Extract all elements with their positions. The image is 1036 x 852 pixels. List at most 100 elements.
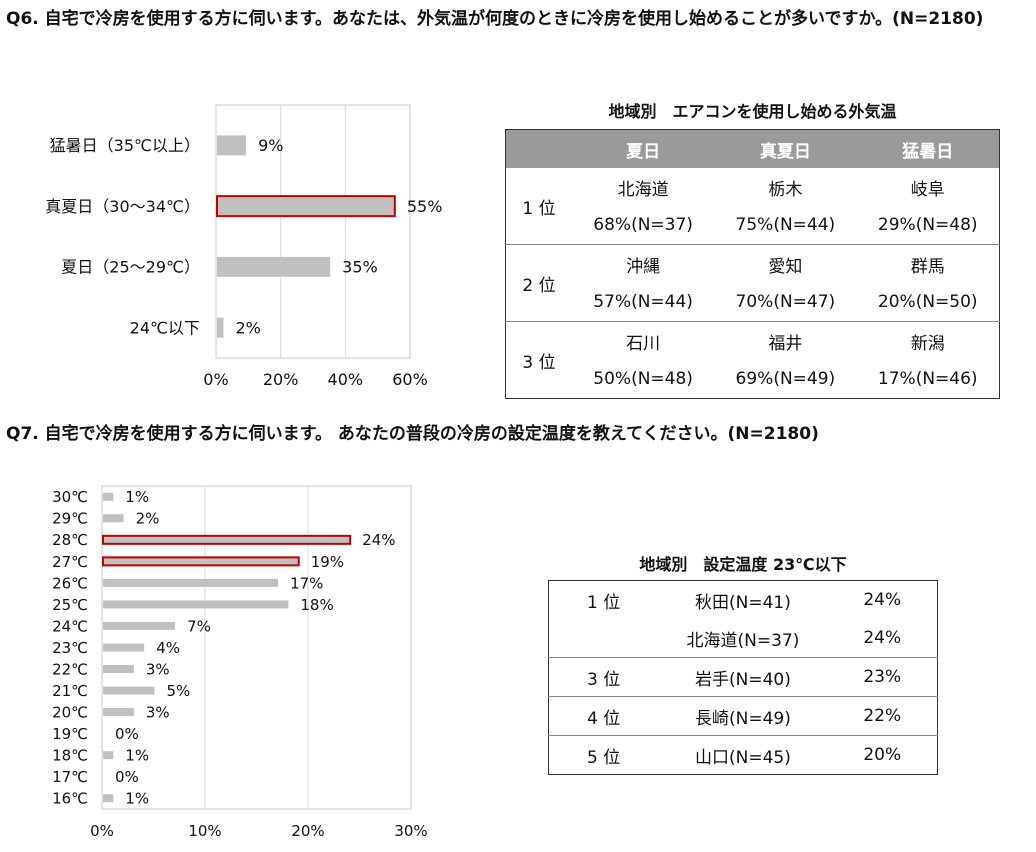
region-name: 秋田(N=41) — [694, 592, 791, 613]
bar — [103, 492, 114, 501]
data-label: 2% — [136, 510, 160, 528]
bar — [103, 621, 176, 630]
q6-region-table: 夏日 真夏日 猛暑日 1 位 北海道 栃木 岐阜 68%(N=37) 75%(N… — [505, 129, 1000, 399]
data-label: 7% — [187, 617, 211, 635]
category-label: 21℃ — [52, 682, 88, 700]
category-label: 20℃ — [52, 704, 88, 722]
bar — [217, 256, 331, 277]
data-label: 3% — [146, 704, 170, 722]
x-tick-label: 60% — [392, 370, 428, 389]
category-label: 24℃ — [52, 617, 88, 635]
q6-header-blank — [505, 129, 572, 168]
q6-header-natsubi: 夏日 — [572, 129, 715, 168]
data-label: 1% — [125, 747, 149, 765]
region-name: 福井 — [714, 321, 857, 360]
table-row: 1 位 北海道 栃木 岐阜 — [506, 168, 1000, 219]
bar — [103, 708, 134, 717]
region-value: 69%(N=49) — [735, 369, 836, 389]
data-label: 0% — [115, 768, 139, 786]
rank-cell — [549, 619, 659, 658]
table-row: 北海道(N=37) 24% — [549, 619, 938, 658]
q7-table-title: 地域別 設定温度 23℃以下 — [639, 555, 847, 574]
q6-header-manatsubi: 真夏日 — [714, 129, 857, 168]
q6-table-title: 地域別 エアコンを使用し始める外気温 — [608, 102, 897, 121]
region-name: 群馬 — [856, 244, 1000, 283]
category-label: 25℃ — [52, 596, 88, 614]
table-row: 3 位 石川 福井 新潟 — [505, 321, 1000, 399]
region-name: 北海道 — [617, 179, 669, 200]
bar — [217, 135, 247, 156]
region-value: 22% — [827, 696, 938, 736]
region-name: 山口(N=45) — [658, 735, 828, 775]
data-label: 24% — [362, 531, 395, 549]
x-tick-label: 10% — [188, 822, 221, 840]
rank-cell: 1 位 — [587, 592, 621, 613]
data-label: 1% — [125, 790, 149, 808]
x-tick-label: 20% — [263, 370, 299, 389]
data-label: 2% — [235, 318, 260, 337]
category-label: 28℃ — [52, 531, 88, 549]
rank-cell: 2 位 — [505, 244, 572, 322]
region-value: 23% — [827, 657, 938, 697]
data-label: 3% — [146, 660, 170, 678]
region-value: 57%(N=44) — [593, 292, 693, 312]
category-label: 26℃ — [52, 574, 88, 592]
region-value: 70%(N=47) — [735, 292, 836, 312]
table-row: 4 位 長崎(N=49) 22% — [548, 696, 938, 736]
category-label: 16℃ — [52, 790, 88, 808]
category-label: 18℃ — [52, 747, 88, 765]
data-label: 9% — [258, 136, 283, 155]
region-name: 新潟 — [856, 321, 1000, 360]
plot-area — [101, 485, 412, 810]
bar — [103, 751, 114, 760]
bar — [103, 643, 145, 652]
table-row: 1 位 秋田(N=41) 24% — [549, 581, 938, 620]
x-tick-label: 30% — [394, 822, 427, 840]
region-name: 岐阜 — [910, 179, 945, 200]
table-row: 5 位 山口(N=45) 20% — [548, 735, 938, 775]
q6-question-title: Q6. 自宅で冷房を使用する方に伺います。あなたは、外気温が何度のときに冷房を使… — [6, 9, 984, 29]
region-name: 石川 — [572, 321, 715, 360]
data-label: 35% — [342, 258, 378, 277]
q7-bar-chart: 0% 10% 20% 30% 30℃ 1% 29℃ 2% 28℃ 24% 27℃ 19% 26℃ 17% 2… — [52, 485, 428, 840]
plot-area — [215, 104, 411, 359]
region-name: 岩手(N=40) — [658, 657, 828, 697]
table-row: 50%(N=48) 69%(N=49) 17%(N=46) — [506, 360, 1000, 399]
region-name: 愛知 — [714, 244, 857, 283]
table-row: 68%(N=37) 75%(N=44) 29%(N=48) — [506, 206, 1000, 245]
data-label: 17% — [290, 574, 323, 592]
rank-cell: 3 位 — [548, 657, 659, 697]
rank-cell: 5 位 — [548, 735, 659, 775]
rank-cell: 4 位 — [548, 696, 659, 736]
data-label: 4% — [156, 639, 180, 657]
x-tick-label: 0% — [90, 822, 114, 840]
category-label: 29℃ — [52, 510, 88, 528]
bar — [102, 534, 352, 545]
bar — [216, 195, 396, 218]
region-value: 68%(N=37) — [593, 215, 693, 235]
category-label: 真夏日（30～34℃） — [45, 197, 200, 216]
q6-table-header-row: 夏日 真夏日 猛暑日 — [505, 129, 1000, 168]
region-name: 栃木 — [768, 179, 803, 200]
region-value: 24% — [863, 590, 902, 610]
data-label: 55% — [407, 197, 443, 216]
region-name: 北海道(N=37) — [686, 630, 800, 651]
q7-region-table: 1 位 秋田(N=41) 24% 北海道(N=37) 24% 3 位 岩手(N=… — [548, 580, 938, 775]
bar — [103, 794, 114, 803]
region-value: 20% — [827, 735, 938, 775]
category-label: 19℃ — [52, 725, 88, 743]
q6-bar-chart: 0% 20% 40% 60% 猛暑日（35℃以上） 9% 真夏日（30～34℃） 55% 夏日（… — [45, 104, 443, 389]
region-name: 長崎(N=49) — [658, 696, 828, 736]
category-label: 夏日（25～29℃） — [61, 258, 200, 277]
bar — [102, 556, 300, 567]
x-tick-label: 40% — [328, 370, 364, 389]
data-label: 1% — [125, 488, 149, 506]
category-label: 23℃ — [52, 639, 88, 657]
category-label: 猛暑日（35℃以上） — [50, 136, 200, 155]
category-label: 30℃ — [52, 488, 88, 506]
category-label: 22℃ — [52, 660, 88, 678]
table-row: 3 位 岩手(N=40) 23% — [548, 657, 938, 697]
region-value: 24% — [863, 628, 902, 648]
bar — [217, 317, 224, 338]
data-label: 5% — [167, 682, 191, 700]
